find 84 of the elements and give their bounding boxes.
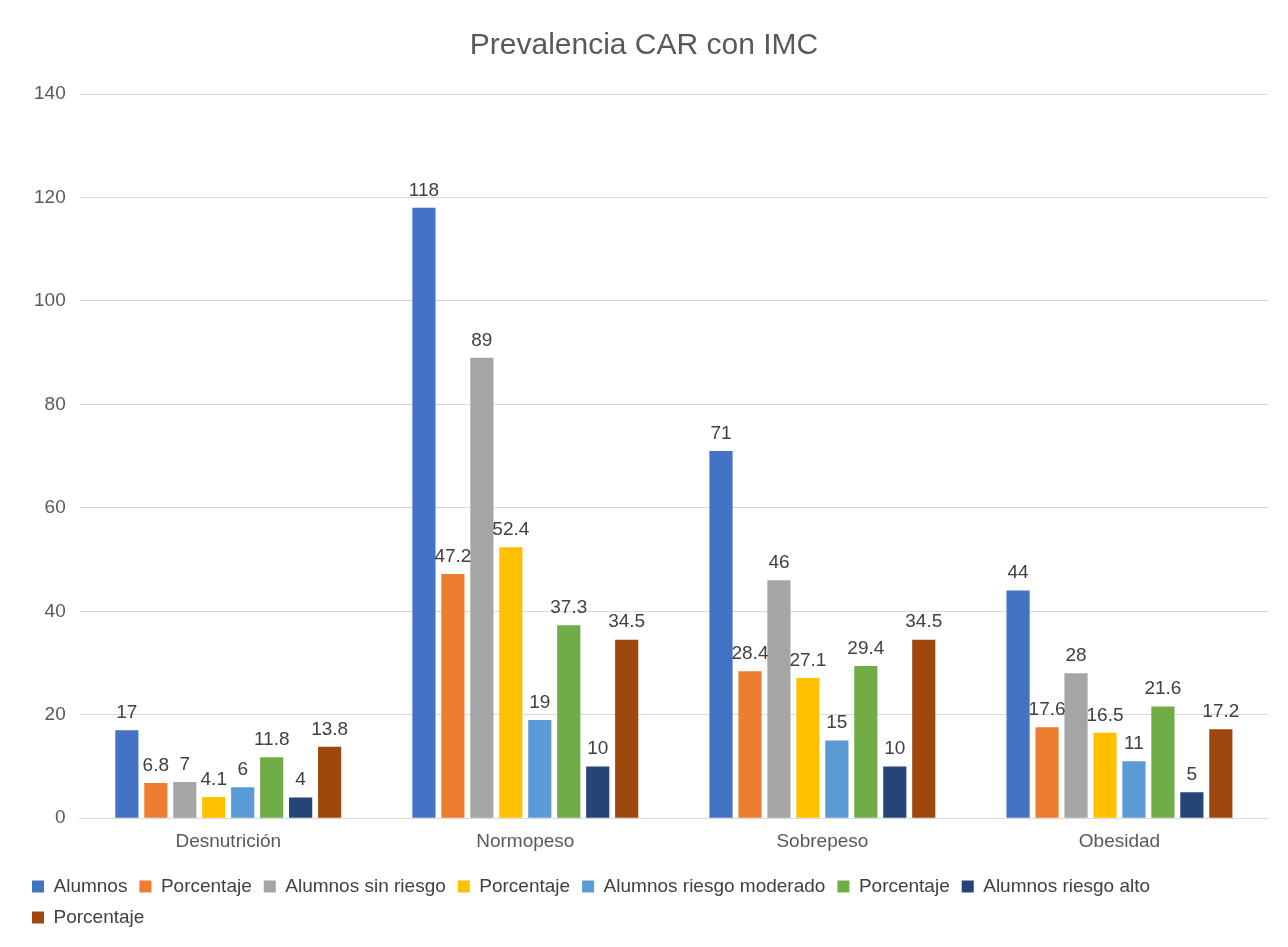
legend-label: Porcentaje — [53, 905, 145, 927]
data-label: 37.3 — [550, 595, 588, 617]
bar — [615, 639, 639, 818]
data-label: 6 — [237, 757, 249, 779]
bar — [1151, 706, 1175, 818]
chart-title: Prevalencia CAR con IMC — [469, 27, 819, 61]
y-tick-label: 20 — [44, 702, 66, 724]
bar — [796, 678, 820, 818]
bar — [1122, 761, 1146, 818]
data-label: 17 — [116, 701, 138, 722]
x-tick-label: Desnutrición — [175, 829, 282, 851]
bar — [1093, 732, 1117, 818]
data-label: 5 — [1186, 763, 1198, 785]
y-tick-label: 140 — [34, 82, 66, 104]
y-tick-label: 60 — [44, 496, 66, 518]
bar — [883, 766, 907, 818]
data-label: 6.8 — [142, 753, 170, 775]
data-label: 47.2 — [434, 544, 472, 566]
data-label: 118 — [408, 178, 440, 200]
data-label: 10 — [884, 737, 906, 759]
legend-label: Alumnos riesgo alto — [983, 874, 1151, 896]
bar — [318, 746, 342, 818]
data-label: 10 — [587, 737, 609, 759]
bar — [144, 783, 168, 818]
bar — [1006, 590, 1030, 818]
y-tick-label: 100 — [34, 289, 66, 311]
legend-label: Alumnos riesgo moderado — [603, 874, 826, 896]
bar — [1180, 792, 1204, 818]
x-tick-label: Sobrepeso — [776, 829, 869, 851]
legend-label: Alumnos — [53, 874, 128, 896]
data-label: 16.5 — [1086, 703, 1124, 725]
bar — [1035, 727, 1059, 818]
data-label: 21.6 — [1144, 677, 1182, 699]
bar — [470, 357, 494, 818]
data-label: 89 — [471, 328, 493, 350]
x-tick-label: Normopeso — [476, 829, 575, 851]
data-label: 17.2 — [1202, 699, 1240, 721]
data-label: 34.5 — [905, 610, 943, 632]
data-label: 7 — [179, 752, 191, 774]
data-label: 4 — [295, 768, 307, 790]
legend-label: Alumnos sin riesgo — [285, 874, 446, 896]
bar — [115, 730, 139, 818]
data-label: 71 — [710, 421, 732, 443]
data-label: 15 — [826, 711, 848, 733]
data-label: 34.5 — [608, 610, 646, 632]
data-label: 46 — [768, 550, 790, 572]
data-label: 28 — [1065, 644, 1087, 666]
bar — [557, 625, 581, 818]
bar — [260, 757, 284, 818]
bar — [499, 547, 523, 818]
bar — [1064, 673, 1088, 818]
y-tick-label: 120 — [34, 185, 66, 207]
data-label: 11 — [1124, 732, 1144, 754]
y-tick-label: 80 — [44, 392, 66, 414]
legend-label: Porcentaje — [479, 874, 571, 896]
bar — [173, 781, 197, 818]
bar — [441, 574, 465, 818]
bar — [231, 787, 255, 818]
bar — [586, 766, 610, 818]
bar — [709, 450, 733, 818]
bar — [412, 207, 436, 818]
data-label: 44 — [1007, 561, 1030, 583]
bar — [289, 797, 313, 818]
y-tick-label: 40 — [44, 599, 66, 621]
bar — [528, 719, 552, 818]
data-label: 13.8 — [311, 717, 349, 739]
legend-label: Porcentaje — [858, 874, 950, 896]
bar — [854, 666, 878, 818]
data-label: 27.1 — [789, 648, 827, 670]
data-label: 17.6 — [1028, 697, 1066, 719]
data-label: 11.8 — [253, 727, 290, 749]
data-label: 19 — [529, 690, 551, 712]
data-label: 4.1 — [200, 767, 227, 789]
legend-label: Porcentaje — [160, 874, 252, 896]
y-tick-label: 0 — [55, 806, 66, 828]
bar — [202, 796, 226, 818]
data-label: 29.4 — [847, 636, 885, 658]
data-label: 52.4 — [492, 517, 530, 539]
bar — [738, 671, 762, 818]
bar — [825, 740, 849, 818]
bar — [767, 580, 791, 818]
bar — [1209, 729, 1233, 818]
bar — [912, 639, 936, 818]
x-tick-label: Obesidad — [1078, 829, 1161, 851]
